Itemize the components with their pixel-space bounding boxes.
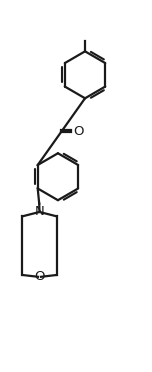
Text: O: O xyxy=(34,270,45,283)
Text: N: N xyxy=(35,205,44,218)
Text: O: O xyxy=(73,125,84,138)
